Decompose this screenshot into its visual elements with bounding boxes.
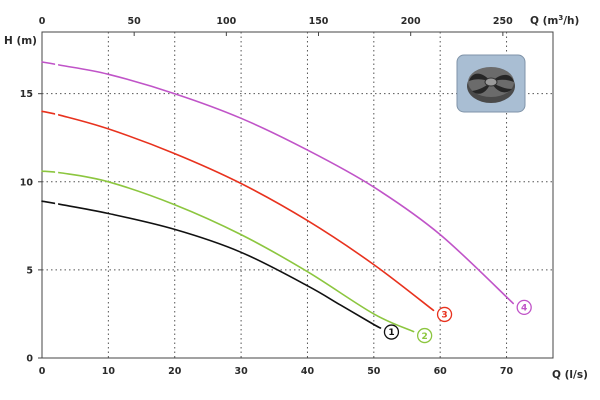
curve-gap <box>55 169 59 176</box>
x-axis-title: Q (l/s) <box>552 369 588 381</box>
curve-gap <box>55 61 59 68</box>
curve-label-2: 2 <box>422 332 428 342</box>
impeller-image <box>456 54 526 113</box>
y-axis-title: H (m) <box>4 35 37 47</box>
x-tick-label: 50 <box>367 366 381 377</box>
x2-tick-label: 150 <box>309 16 329 27</box>
y-tick-label: 5 <box>26 265 33 276</box>
curve-labels: 1 2 3 4 <box>383 299 532 344</box>
curve-1 <box>41 200 382 329</box>
x2-tick-label: 50 <box>128 16 142 27</box>
x2-tick-label: 250 <box>493 16 513 27</box>
x2-axis-title-sup: 3 <box>558 14 563 22</box>
y-tick-label: 10 <box>20 177 34 188</box>
curve-gap <box>55 200 59 207</box>
x2-tick-label: 0 <box>39 16 46 27</box>
x-tick-label: 40 <box>301 366 315 377</box>
curve-label-circle <box>383 324 400 340</box>
x-tick-label: 10 <box>102 366 116 377</box>
x-tick-label: 30 <box>234 366 248 377</box>
curves <box>41 61 514 333</box>
curve-gap <box>55 111 59 118</box>
curve-label-circle <box>416 327 433 344</box>
x2-axis-title: Q (m3/h) <box>530 14 579 27</box>
x2-axis-title-suffix: /h) <box>563 15 579 27</box>
curve-4 <box>41 61 514 305</box>
x2-tick-label: 200 <box>401 16 421 27</box>
x-tick-label: 20 <box>168 366 182 377</box>
curve-3 <box>41 110 435 312</box>
curve-label-1: 1 <box>388 328 394 338</box>
tick-labels: 0 10 20 30 40 50 60 70 0 50 100 150 200 250 0 5 10 15 <box>20 16 514 377</box>
x2-axis-title-prefix: Q (m <box>530 15 558 27</box>
x-tick-label: 60 <box>434 366 448 377</box>
x-tick-label: 0 <box>39 366 46 377</box>
curve-label-circle <box>436 306 453 323</box>
x-tick-label: 70 <box>500 366 514 377</box>
curve-2 <box>41 170 415 333</box>
curve-label-3: 3 <box>441 311 447 321</box>
y-tick-label: 0 <box>26 354 33 365</box>
curve-label-circle <box>516 299 532 316</box>
curve-label-4: 4 <box>521 304 527 314</box>
x2-tick-label: 100 <box>216 16 236 27</box>
y-tick-label: 15 <box>20 89 33 100</box>
